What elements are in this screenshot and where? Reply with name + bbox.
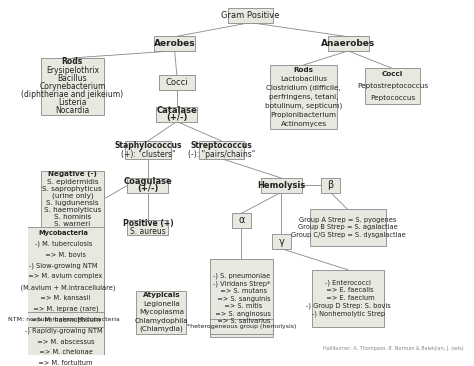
- Text: Propionibacterium: Propionibacterium: [271, 112, 337, 118]
- Text: S. haemolyticus: S. haemolyticus: [44, 207, 101, 213]
- Text: (+/-): (+/-): [166, 113, 188, 123]
- Text: -) S. pneumoniae
-) Viridans Strep*
  => S. mutans
  => S. sanguinis
  => S. mit: -) S. pneumoniae -) Viridans Strep* => S…: [211, 272, 271, 324]
- Text: Cocci: Cocci: [382, 71, 403, 77]
- FancyBboxPatch shape: [310, 209, 386, 246]
- Text: (-): "pairs/chains": (-): "pairs/chains": [188, 150, 255, 159]
- Text: => M. kansasii: => M. kansasii: [36, 295, 91, 301]
- Text: Bacillus: Bacillus: [57, 74, 87, 83]
- Text: Peptostreptococcus: Peptostreptococcus: [357, 83, 428, 89]
- FancyBboxPatch shape: [128, 220, 168, 235]
- Text: Listeria: Listeria: [58, 98, 87, 107]
- Text: S. aureus: S. aureus: [130, 227, 166, 236]
- Text: Cocci: Cocci: [165, 78, 188, 87]
- Text: -) Enterococci
  => E. faecalis
  => E. faecium
-) Group D Strep: S. bovis
-) No: -) Enterococci => E. faecalis => E. faec…: [306, 279, 391, 317]
- FancyBboxPatch shape: [328, 36, 369, 51]
- Text: Nocardia: Nocardia: [55, 106, 90, 115]
- FancyBboxPatch shape: [210, 259, 273, 337]
- Text: (M.avium + M.intracellulare): (M.avium + M.intracellulare): [12, 284, 115, 291]
- Text: => M. chelonae: => M. chelonae: [35, 350, 92, 355]
- Text: Coagulase: Coagulase: [124, 177, 173, 186]
- Text: Hemolysis: Hemolysis: [257, 180, 306, 190]
- Text: => M. leprae (rare): => M. leprae (rare): [28, 306, 98, 312]
- FancyBboxPatch shape: [210, 319, 273, 334]
- Text: Chlamydophila: Chlamydophila: [135, 318, 188, 324]
- Text: => M. bovis: => M. bovis: [41, 252, 86, 258]
- Text: Atypicals: Atypicals: [143, 292, 180, 298]
- Text: Lactobacillus: Lactobacillus: [280, 76, 327, 82]
- FancyBboxPatch shape: [365, 68, 419, 104]
- Text: Erysipelothrix: Erysipelothrix: [46, 66, 99, 75]
- Text: S. hominis: S. hominis: [54, 214, 91, 220]
- Text: Group A Strep = S. pyogenes
Group B Strep = S. agalactiae
Group C/G Strep = S. d: Group A Strep = S. pyogenes Group B Stre…: [291, 217, 405, 238]
- FancyBboxPatch shape: [23, 227, 104, 366]
- Text: Aerobes: Aerobes: [154, 39, 195, 48]
- Text: (urine only): (urine only): [52, 193, 93, 199]
- Text: Peptococcus: Peptococcus: [370, 95, 415, 101]
- Text: Streptococcus: Streptococcus: [191, 141, 252, 150]
- Text: β: β: [327, 180, 333, 190]
- Text: => M. abscessus: => M. abscessus: [33, 339, 94, 345]
- FancyBboxPatch shape: [41, 171, 104, 228]
- Text: S. warneri: S. warneri: [54, 221, 91, 227]
- FancyBboxPatch shape: [272, 234, 291, 249]
- Text: Mycoplasma: Mycoplasma: [139, 309, 184, 315]
- Text: Mycobacteria: Mycobacteria: [38, 230, 89, 236]
- Text: Halliburner, A. Thompson, B. Norman & Balekjian, J. (eds): Halliburner, A. Thompson, B. Norman & Ba…: [323, 346, 464, 351]
- FancyBboxPatch shape: [199, 141, 244, 159]
- Text: S. saprophyticus: S. saprophyticus: [43, 186, 102, 192]
- Text: => M. haemophilum: => M. haemophilum: [27, 317, 100, 323]
- FancyBboxPatch shape: [261, 178, 302, 193]
- FancyBboxPatch shape: [128, 178, 168, 193]
- FancyBboxPatch shape: [154, 36, 195, 51]
- Text: (Chlamydia): (Chlamydia): [139, 326, 183, 332]
- FancyBboxPatch shape: [137, 291, 186, 334]
- FancyBboxPatch shape: [228, 8, 273, 23]
- Text: -) M. tuberculosis: -) M. tuberculosis: [35, 240, 92, 247]
- Text: Legionella: Legionella: [143, 301, 180, 307]
- Text: Rods: Rods: [293, 67, 314, 72]
- Text: S. epidermidis: S. epidermidis: [46, 179, 98, 184]
- FancyBboxPatch shape: [232, 213, 251, 228]
- Text: (+/-): (+/-): [137, 184, 159, 193]
- Text: Positive (+): Positive (+): [123, 220, 173, 228]
- FancyBboxPatch shape: [23, 312, 104, 327]
- Text: => M. fortuitum: => M. fortuitum: [34, 361, 93, 366]
- Text: Gram Positive: Gram Positive: [221, 11, 280, 20]
- Text: Rods: Rods: [62, 57, 83, 67]
- Text: (diphtheriae and jeikeium): (diphtheriae and jeikeium): [21, 90, 123, 99]
- Text: S. lugdunensis: S. lugdunensis: [46, 200, 99, 206]
- Text: γ: γ: [278, 237, 284, 247]
- Text: Negative (-): Negative (-): [48, 172, 97, 178]
- FancyBboxPatch shape: [159, 75, 195, 90]
- Text: => M. avium complex: => M. avium complex: [24, 273, 102, 279]
- Text: NTM: nontuberculous Mycobacteria: NTM: nontuberculous Mycobacteria: [8, 317, 119, 322]
- Text: Actinomyces: Actinomyces: [281, 121, 327, 127]
- FancyBboxPatch shape: [321, 178, 340, 193]
- Text: α: α: [238, 216, 245, 225]
- Text: Staphylococcus: Staphylococcus: [114, 141, 182, 150]
- FancyBboxPatch shape: [156, 107, 197, 122]
- Text: botulinum, septicum): botulinum, septicum): [265, 102, 342, 109]
- Text: Clostridium (difficile,: Clostridium (difficile,: [266, 85, 341, 91]
- FancyBboxPatch shape: [312, 269, 384, 327]
- FancyBboxPatch shape: [125, 141, 171, 159]
- Text: *heterogeneous group (hemolysis): *heterogeneous group (hemolysis): [187, 324, 296, 329]
- Text: -) Rapidly-growing NTM: -) Rapidly-growing NTM: [25, 328, 102, 334]
- Text: Catalase: Catalase: [156, 107, 197, 115]
- FancyBboxPatch shape: [41, 57, 104, 115]
- Text: -) Slow-growing NTM: -) Slow-growing NTM: [29, 262, 98, 269]
- Text: Corynebacterium: Corynebacterium: [39, 82, 106, 91]
- Text: (+): "clusters": (+): "clusters": [121, 150, 175, 159]
- FancyBboxPatch shape: [270, 65, 337, 129]
- Text: perfringens, tetani,: perfringens, tetani,: [269, 94, 338, 100]
- Text: Anaerobes: Anaerobes: [321, 39, 375, 48]
